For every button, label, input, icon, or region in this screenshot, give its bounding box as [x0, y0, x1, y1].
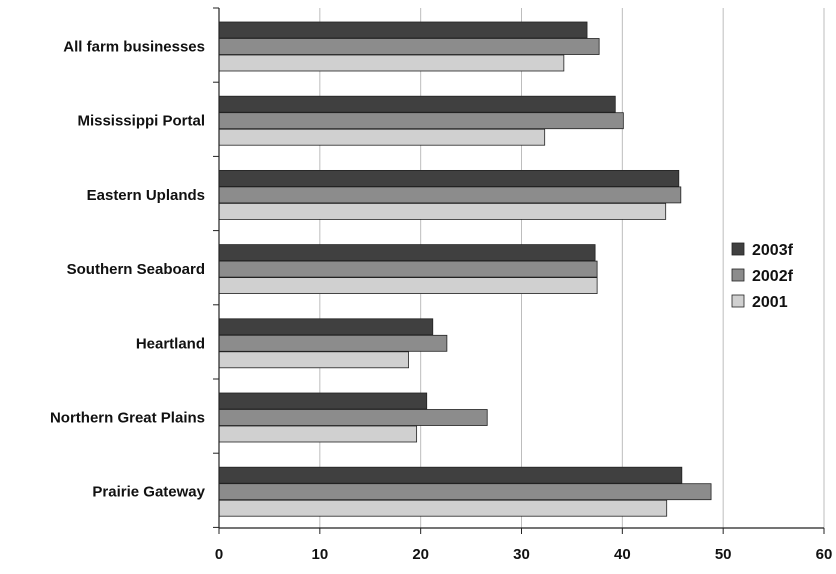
bar-2003f: [218, 392, 428, 410]
legend-label-2003f: 2003f: [752, 242, 794, 259]
category-label: Mississippi Portal: [77, 113, 205, 130]
legend-label-2001: 2001: [752, 294, 788, 311]
bar-2002f: [218, 112, 624, 130]
category-label: Eastern Uplands: [87, 187, 205, 204]
bar-2001: [218, 54, 565, 72]
x-tick-label: 0: [215, 546, 223, 563]
bar-2002f: [218, 38, 600, 55]
category-label: Heartland: [136, 335, 205, 352]
bar-2001: [218, 277, 598, 295]
x-tick-label: 60: [816, 546, 833, 563]
legend-swatch-2003f: [731, 242, 745, 256]
bar-2001: [218, 202, 667, 220]
bar-2001: [218, 351, 409, 369]
bars: [218, 21, 712, 517]
x-tick-label: 50: [715, 546, 732, 563]
legend-label-2002f: 2002f: [752, 268, 794, 285]
category-label: Prairie Gateway: [92, 484, 205, 501]
bar-2002f: [218, 260, 598, 278]
x-tick-label: 40: [614, 546, 631, 563]
x-tick-label: 20: [412, 546, 429, 563]
bar-2001: [218, 499, 668, 517]
bar-2003f: [218, 318, 434, 336]
x-tick-label: 30: [513, 546, 530, 563]
labels: 0 10 20 30 40 50 60 All farm businesses Mississi…: [50, 39, 832, 564]
bar-2002f: [218, 186, 682, 204]
bar-2002f: [218, 483, 712, 501]
bar-2002f: [218, 334, 448, 352]
legend-swatch-2002f: [731, 268, 745, 282]
bar-2003f: [218, 21, 588, 39]
bar-2001: [218, 425, 418, 443]
legend-swatch-2001: [731, 294, 745, 308]
bar-2002f: [218, 409, 488, 426]
bar-2003f: [218, 95, 616, 113]
bar-2003f: [218, 244, 596, 262]
category-label: All farm businesses: [63, 39, 205, 56]
axes: [213, 7, 825, 534]
category-label: Southern Seaboard: [67, 261, 205, 278]
bar-2003f: [218, 466, 683, 484]
legend: 2003f 2002f 2001: [724, 232, 802, 318]
x-tick-label: 10: [311, 546, 328, 563]
category-label: Northern Great Plains: [50, 410, 205, 427]
bar-2001: [218, 128, 546, 146]
bar-2003f: [218, 169, 680, 187]
